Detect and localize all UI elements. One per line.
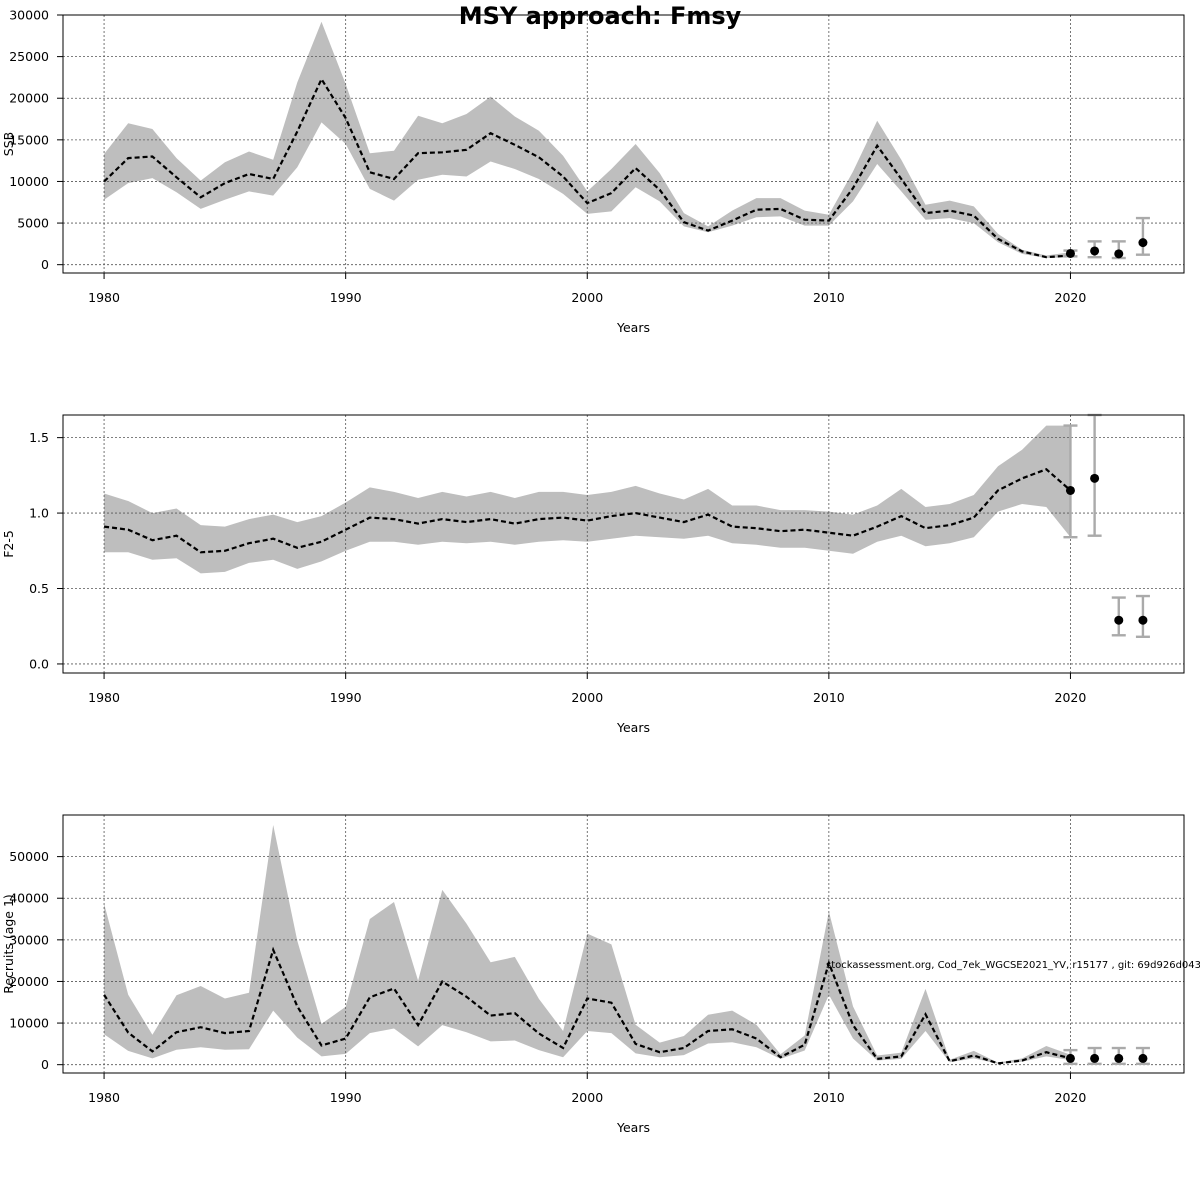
y-axis-label: F2-5 xyxy=(1,530,16,558)
forecast-point xyxy=(1138,615,1148,625)
y-tick-label: 0.5 xyxy=(29,581,49,596)
x-tick-label: 2000 xyxy=(571,290,603,305)
forecast-point xyxy=(1114,1053,1124,1063)
x-tick-label: 1990 xyxy=(330,1090,362,1105)
x-tick-label: 2020 xyxy=(1055,690,1087,705)
forecast-point xyxy=(1065,1053,1075,1063)
forecast-point xyxy=(1090,1053,1100,1063)
y-tick-label: 0 xyxy=(41,257,49,272)
forecast-point xyxy=(1114,615,1124,625)
y-tick-label: 5000 xyxy=(17,216,49,231)
x-axis-label: Years xyxy=(616,720,650,735)
y-tick-label: 0.0 xyxy=(29,656,49,671)
forecast-point xyxy=(1138,1053,1148,1063)
forecast-point xyxy=(1090,473,1100,483)
x-tick-label: 2010 xyxy=(813,690,845,705)
x-tick-label: 1990 xyxy=(330,690,362,705)
forecast-point xyxy=(1114,249,1124,259)
y-tick-label: 1.0 xyxy=(29,506,49,521)
x-tick-label: 2000 xyxy=(571,690,603,705)
plot-frame xyxy=(62,814,1185,1074)
confidence-band xyxy=(104,21,1071,259)
estimate-line xyxy=(103,76,1071,259)
plot-frame xyxy=(62,14,1185,274)
y-tick-label: 10000 xyxy=(9,174,49,189)
x-tick-label: 2020 xyxy=(1055,290,1087,305)
panel-2: 1980 1990 2000 2010 2020 0.0 0.5 1.0 1.5 Years F2-… xyxy=(1,413,1185,735)
y-tick-label: 25000 xyxy=(9,49,49,64)
x-tick-label: 1980 xyxy=(88,290,120,305)
y-axis-label: SSB xyxy=(1,132,16,156)
forecast-point xyxy=(1090,246,1100,256)
y-tick-label: 0 xyxy=(41,1057,49,1072)
chart-panels: 1980 1990 2000 2010 202005000100001500020000… xyxy=(1,8,1185,1135)
forecast-point xyxy=(1065,248,1075,258)
y-tick-label: 15000 xyxy=(9,132,49,147)
y-axis-label: Recruits (age 1) xyxy=(1,894,16,994)
panel-1: 1980 1990 2000 2010 2020 0 5000 10000 15000 20000… xyxy=(1,8,1185,335)
forecast-point xyxy=(1065,485,1075,495)
x-axis-label: Years xyxy=(616,320,650,335)
x-tick-label: 1980 xyxy=(88,1090,120,1105)
y-tick-label: 30000 xyxy=(9,932,49,947)
x-tick-label: 2010 xyxy=(813,1090,845,1105)
panel-3: 1980 1990 2000 2010 2020 0 10000 20000 30000 4000… xyxy=(1,814,1185,1135)
x-tick-label: 1990 xyxy=(330,290,362,305)
y-tick-label: 20000 xyxy=(9,91,49,106)
y-tick-label: 40000 xyxy=(9,891,49,906)
y-tick-label: 10000 xyxy=(9,1016,49,1031)
plot-frame xyxy=(62,414,1185,674)
x-tick-label: 2020 xyxy=(1055,1090,1087,1105)
x-axis-label: Years xyxy=(616,1120,650,1135)
y-tick-label: 50000 xyxy=(9,849,49,864)
x-tick-label: 2010 xyxy=(813,290,845,305)
estimate-line xyxy=(103,946,1071,1065)
chart-title: MSY approach: Fmsy xyxy=(459,2,742,30)
estimate-line xyxy=(103,468,1072,554)
forecast-point xyxy=(1138,238,1148,248)
watermark-text: stockassessment.org, Cod_7ek_WGCSE2021_Y… xyxy=(826,960,1200,971)
x-tick-label: 1980 xyxy=(88,690,120,705)
y-tick-label: 1.5 xyxy=(29,430,49,445)
y-tick-label: 30000 xyxy=(9,8,49,23)
x-tick-label: 2000 xyxy=(571,1090,603,1105)
y-tick-label: 20000 xyxy=(9,974,49,989)
